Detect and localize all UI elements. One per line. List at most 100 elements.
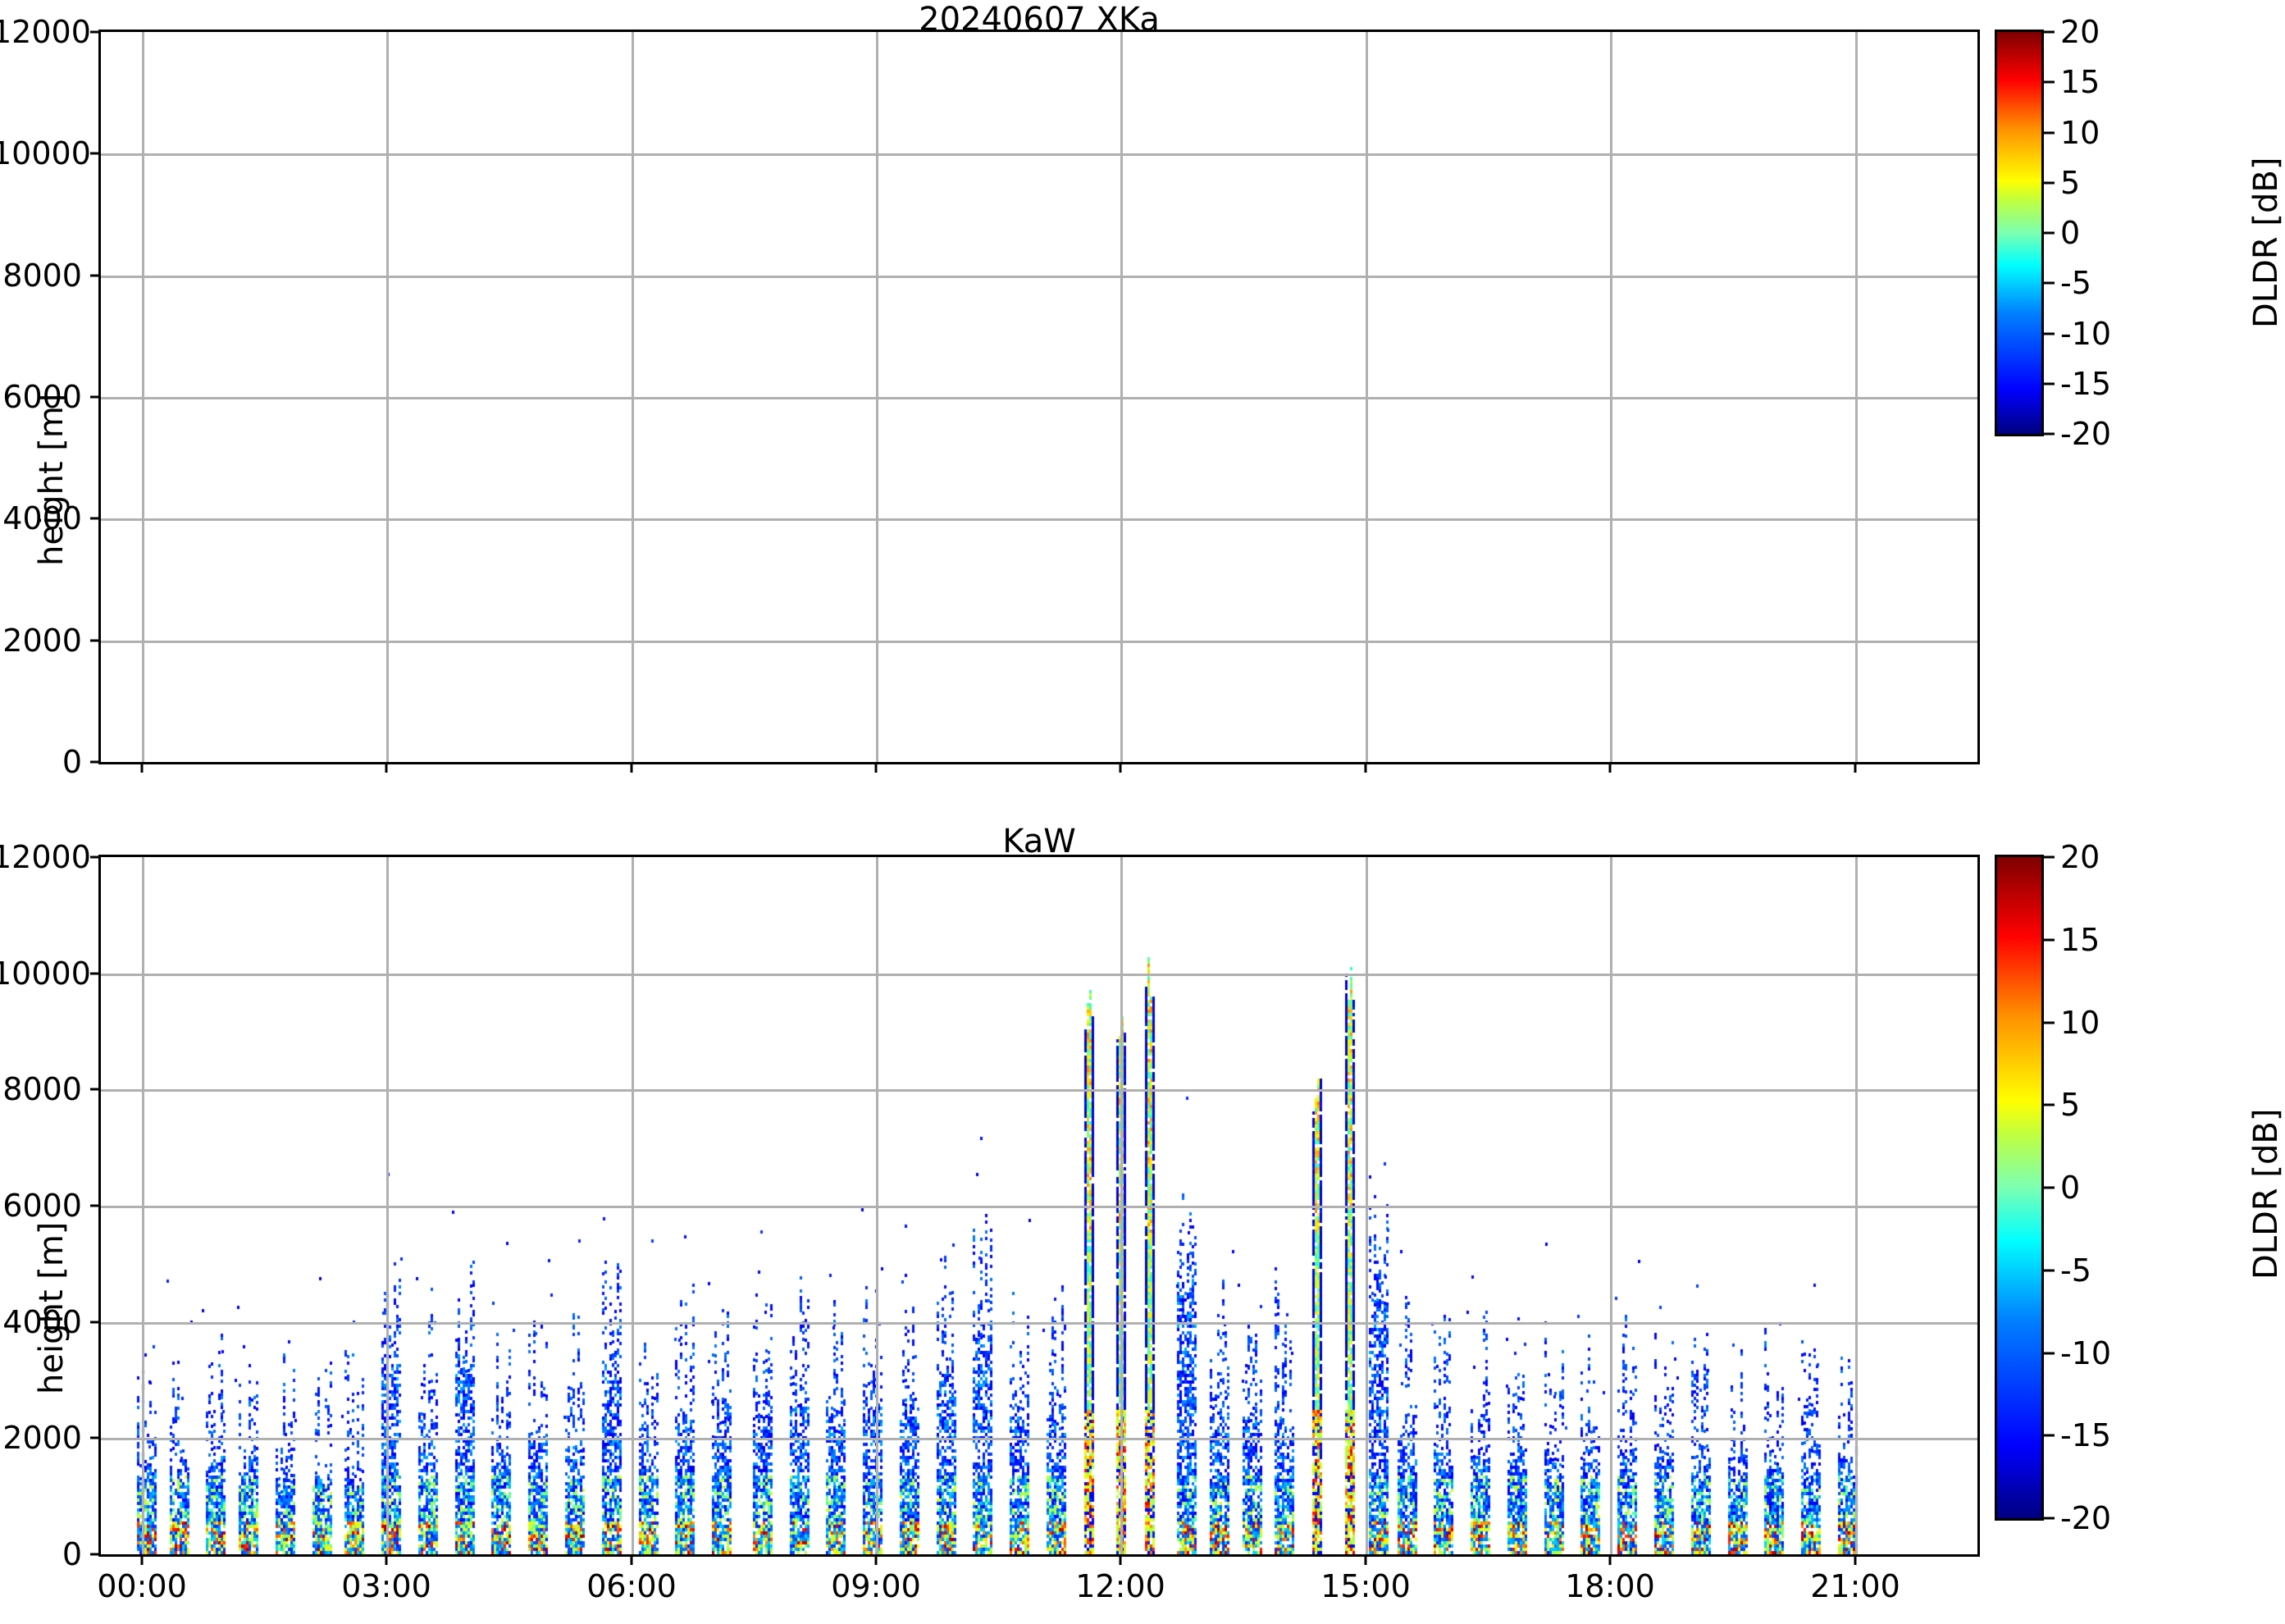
colorbar-tick-mark [2044,1021,2055,1024]
colorbar-tick-mark [2044,1352,2055,1355]
colorbar-tick-label: 10 [2060,1005,2100,1041]
x-tick-label: 00:00 [97,1568,187,1604]
y-tick-mark [90,517,101,520]
y-tick-mark [90,855,101,859]
colorbar-tick-label: 5 [2060,165,2081,201]
x-tick-mark [1854,762,1857,773]
colorbar-label-kaw: DLDR [dB] [2247,1108,2285,1280]
y-tick-label: 2000 [2,1420,82,1456]
x-tick-mark [385,762,388,773]
colorbar-tick-mark [2044,1103,2055,1106]
gridline-horizontal [101,1322,1977,1325]
colorbar-tick-mark [2044,432,2055,436]
colorbar-tick-mark [2044,855,2055,859]
y-tick-label: 8000 [2,1071,82,1107]
x-tick-label: 15:00 [1320,1568,1411,1604]
colorbar-tick-mark [2044,131,2055,135]
x-tick-mark [630,762,633,773]
colorbar-tick-mark [2044,281,2055,285]
colorbar-tick-label: -10 [2060,316,2112,352]
x-tick-label: 09:00 [831,1568,921,1604]
colorbar-tick-mark [2044,938,2055,942]
colorbar-tick-mark [2044,1186,2055,1189]
y-tick-mark [90,1088,101,1091]
y-tick-mark [90,760,101,764]
colorbar-tick-label: -20 [2060,1500,2112,1536]
gridline-horizontal [101,641,1977,643]
colorbar-gradient-xka [1995,30,2044,436]
plot-area-xka[interactable] [98,30,1980,764]
y-tick-mark [90,274,101,277]
y-tick-mark [90,1553,101,1556]
y-tick-label: 10000 [0,956,91,992]
x-tick-mark [1364,762,1367,773]
y-tick-label: 8000 [2,258,82,294]
colorbar-tick-mark [2044,382,2055,385]
colorbar-tick-label: 20 [2060,14,2100,50]
colorbar-tick-mark [2044,1517,2055,1520]
y-tick-mark [90,1436,101,1439]
gridline-horizontal [101,276,1977,278]
colorbar-label-xka: DLDR [dB] [2247,157,2285,328]
y-tick-label: 0 [62,744,82,780]
x-tick-label: 06:00 [586,1568,677,1604]
x-tick-mark [385,1554,388,1565]
colorbar-tick-label: -15 [2060,366,2112,402]
colorbar-tick-label: -5 [2060,1252,2091,1289]
y-tick-mark [90,395,101,399]
gridline-horizontal [101,1438,1977,1440]
x-tick-mark [630,1554,633,1565]
x-tick-mark [1119,762,1122,773]
colorbar-tick-label: 20 [2060,839,2100,875]
y-tick-mark [90,1204,101,1207]
colorbar-tick-mark [2044,1269,2055,1272]
gridline-horizontal [101,1206,1977,1208]
colorbar-tick-label: 0 [2060,1170,2081,1206]
colorbar-tick-mark [2044,30,2055,34]
gridline-horizontal [101,518,1977,521]
y-tick-label: 2000 [2,623,82,659]
x-tick-mark [1854,1554,1857,1565]
subplot-title-kaw: KaW [1002,823,1076,860]
x-tick-mark [1608,1554,1612,1565]
x-tick-mark [1608,762,1612,773]
colorbar-tick-label: 0 [2060,215,2081,251]
colorbar-gradient-kaw [1995,855,2044,1521]
y-tick-mark [90,1321,101,1324]
colorbar-tick-label: -20 [2060,416,2112,452]
colorbar-tick-label: 5 [2060,1087,2081,1123]
colorbar-tick-mark [2044,332,2055,335]
colorbar-tick-label: 15 [2060,922,2100,958]
y-tick-mark [90,30,101,34]
x-tick-mark [140,762,144,773]
y-tick-label: 10000 [0,135,91,171]
colorbar-tick-label: -10 [2060,1335,2112,1371]
x-tick-label: 03:00 [341,1568,431,1604]
y-tick-label: 6000 [2,1188,82,1224]
gridline-horizontal [101,397,1977,399]
colorbar-tick-mark [2044,1434,2055,1437]
y-tick-mark [90,972,101,975]
y-tick-mark [90,152,101,155]
y-tick-label: 0 [62,1536,82,1572]
y-tick-mark [90,639,101,642]
colorbar-tick-mark [2044,181,2055,185]
gridline-horizontal [101,974,1977,976]
x-tick-mark [140,1554,144,1565]
x-tick-mark [1364,1554,1367,1565]
x-tick-label: 18:00 [1565,1568,1655,1604]
gridline-horizontal [101,1089,1977,1092]
colorbar-tick-label: 15 [2060,64,2100,100]
x-tick-label: 12:00 [1075,1568,1165,1604]
x-tick-mark [1119,1554,1122,1565]
plot-area-kaw[interactable] [98,855,1980,1557]
y-tick-label: 12000 [0,839,91,875]
colorbar-tick-label: -5 [2060,265,2091,301]
colorbar-tick-mark [2044,231,2055,235]
y-tick-label: 4000 [2,1304,82,1340]
y-tick-label: 12000 [0,14,91,50]
gridline-horizontal [101,153,1977,156]
x-tick-mark [874,1554,878,1565]
colorbar-tick-label: 10 [2060,115,2100,151]
y-axis-label-xka: height [m] [33,393,71,566]
